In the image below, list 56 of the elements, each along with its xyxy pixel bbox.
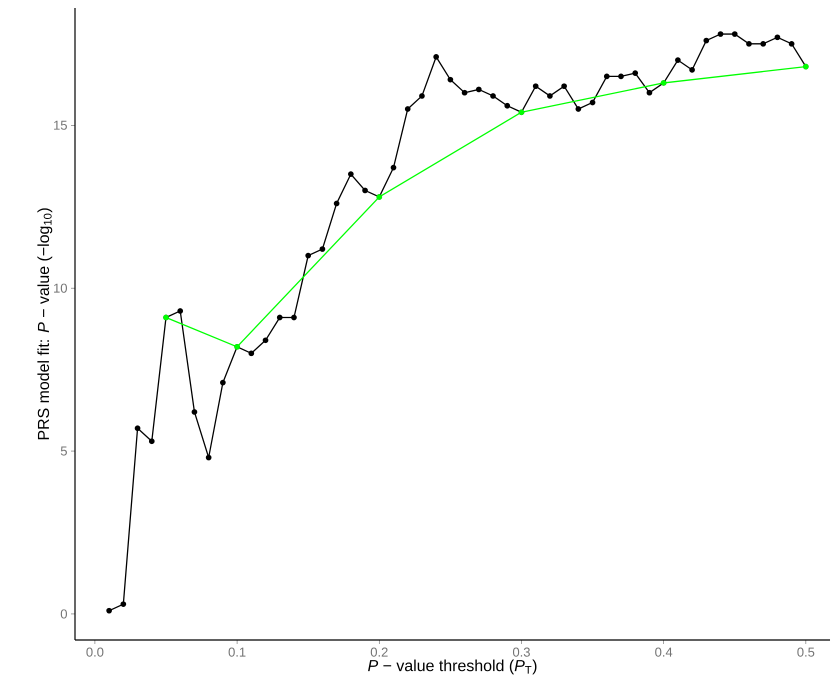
x-tick-label: 0.5 xyxy=(797,648,814,657)
point xyxy=(646,90,652,96)
x-tick-label: 0.1 xyxy=(228,648,246,657)
point xyxy=(120,601,126,608)
point xyxy=(476,86,482,92)
point xyxy=(448,76,454,83)
point xyxy=(746,40,752,47)
point xyxy=(177,308,184,314)
y-tick-label: 5 xyxy=(60,446,67,456)
point xyxy=(433,54,440,60)
point xyxy=(262,337,268,344)
point xyxy=(632,70,638,76)
point xyxy=(618,74,624,80)
point xyxy=(220,380,226,386)
point xyxy=(689,67,695,73)
point xyxy=(192,409,198,415)
point xyxy=(547,93,553,99)
x-tick-label: 0.2 xyxy=(370,648,388,657)
x-tick-label: 0.4 xyxy=(655,648,672,657)
y-tick-label: 0 xyxy=(60,609,67,619)
point xyxy=(703,38,710,44)
y-tick-label: 10 xyxy=(54,284,67,293)
y-tick-label: 15 xyxy=(54,120,67,130)
point xyxy=(134,425,140,432)
point xyxy=(760,40,766,47)
point xyxy=(206,454,212,460)
point xyxy=(490,93,496,99)
point xyxy=(575,106,582,112)
point xyxy=(419,93,425,99)
point xyxy=(462,90,468,96)
point xyxy=(148,438,155,444)
point xyxy=(305,252,312,258)
point xyxy=(561,83,567,90)
y-axis-title: PRS model fit: P − value (−log$_{10}$) xyxy=(37,208,52,440)
point xyxy=(590,100,596,106)
point xyxy=(362,188,368,194)
point xyxy=(532,83,539,90)
point xyxy=(291,314,297,320)
point xyxy=(732,31,738,37)
point xyxy=(788,40,794,47)
point xyxy=(774,34,780,40)
point xyxy=(248,350,254,356)
point xyxy=(334,200,340,206)
x-axis-title: P − value threshold (P$_{T}$) xyxy=(368,660,536,674)
x-tick-label: 0.0 xyxy=(86,648,104,657)
point xyxy=(675,57,681,63)
point xyxy=(320,246,326,252)
x-tick-label: 0.3 xyxy=(512,648,530,657)
point xyxy=(604,74,610,80)
point xyxy=(106,608,112,614)
point xyxy=(390,164,396,170)
point xyxy=(276,314,283,320)
point xyxy=(718,31,724,37)
point xyxy=(348,171,354,177)
point xyxy=(504,102,510,109)
point xyxy=(404,106,411,112)
